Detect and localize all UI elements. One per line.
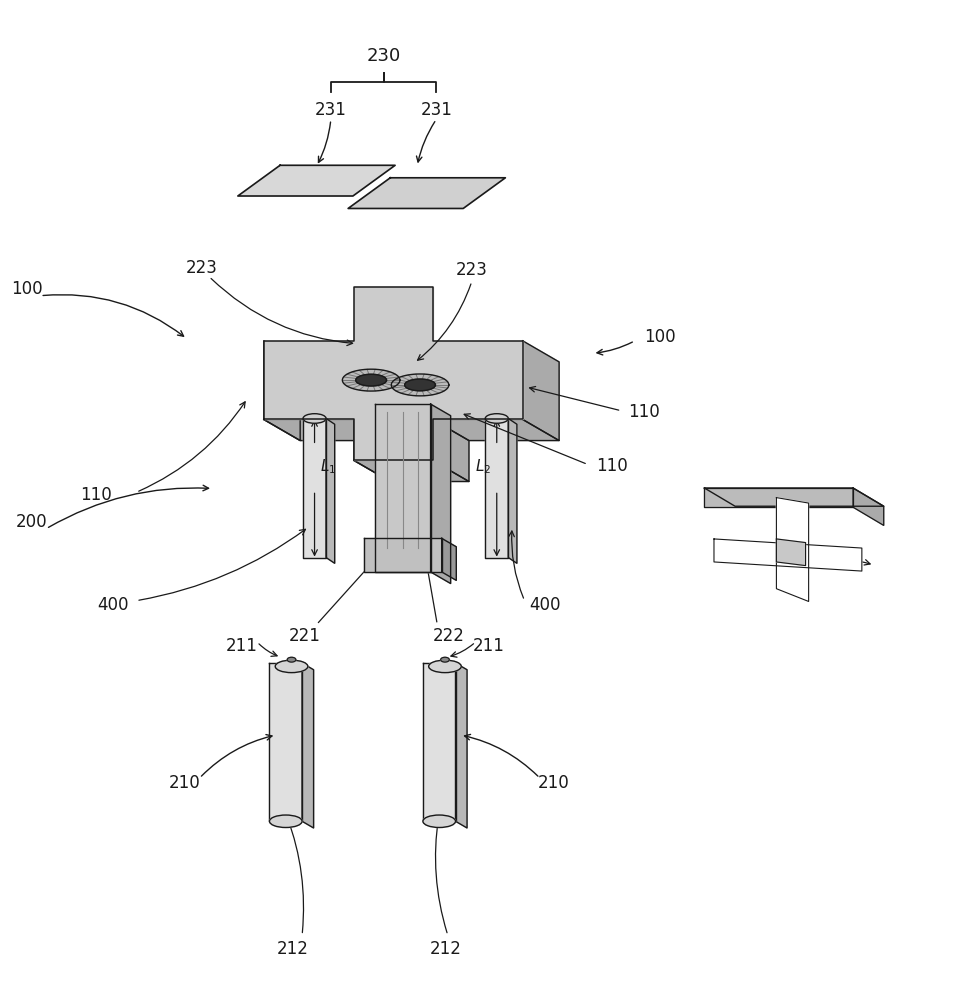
Text: 212: 212 (430, 940, 462, 958)
Text: 210: 210 (169, 774, 201, 792)
Polygon shape (485, 418, 508, 558)
Text: 110: 110 (80, 486, 112, 504)
Text: 110: 110 (596, 457, 628, 475)
Text: 231: 231 (420, 101, 453, 119)
Text: 222: 222 (433, 627, 465, 645)
Text: 100: 100 (644, 328, 675, 346)
Polygon shape (431, 404, 451, 584)
Polygon shape (391, 374, 449, 396)
Ellipse shape (429, 660, 461, 673)
Polygon shape (302, 663, 314, 828)
Polygon shape (523, 341, 559, 441)
Polygon shape (356, 374, 386, 386)
Polygon shape (326, 418, 335, 563)
Text: 200: 200 (16, 513, 47, 531)
Polygon shape (713, 539, 862, 571)
Text: $L_1$: $L_1$ (320, 457, 336, 476)
Ellipse shape (269, 815, 302, 827)
Polygon shape (705, 488, 854, 507)
Text: 100: 100 (12, 280, 42, 298)
Text: 210: 210 (537, 774, 570, 792)
Polygon shape (854, 488, 884, 525)
Polygon shape (264, 287, 523, 460)
Polygon shape (375, 404, 431, 572)
Polygon shape (269, 663, 302, 821)
Polygon shape (705, 488, 884, 506)
Ellipse shape (423, 815, 456, 827)
Text: 223: 223 (185, 259, 218, 277)
Ellipse shape (485, 414, 508, 423)
Polygon shape (363, 538, 442, 572)
Ellipse shape (441, 657, 449, 662)
Text: $L_2$: $L_2$ (476, 457, 491, 476)
Text: 211: 211 (473, 637, 505, 655)
Polygon shape (264, 419, 390, 441)
Text: 400: 400 (529, 596, 560, 614)
Polygon shape (456, 663, 467, 828)
Polygon shape (777, 539, 806, 566)
Polygon shape (348, 178, 505, 208)
Polygon shape (508, 418, 517, 563)
Polygon shape (777, 498, 808, 601)
Polygon shape (433, 419, 559, 441)
Polygon shape (238, 165, 395, 196)
Text: 211: 211 (225, 637, 258, 655)
Ellipse shape (288, 657, 295, 662)
Polygon shape (405, 379, 435, 391)
Polygon shape (433, 419, 469, 481)
Text: 300: 300 (827, 555, 857, 573)
Polygon shape (354, 419, 390, 481)
Polygon shape (342, 369, 400, 391)
Text: 230: 230 (366, 47, 401, 65)
Polygon shape (264, 341, 300, 441)
Ellipse shape (275, 660, 308, 673)
Text: 400: 400 (98, 596, 129, 614)
Text: 110: 110 (628, 403, 661, 421)
Text: 231: 231 (315, 101, 347, 119)
Polygon shape (423, 663, 456, 821)
Text: 223: 223 (456, 261, 488, 279)
Text: 221: 221 (289, 627, 321, 645)
Polygon shape (303, 418, 326, 558)
Polygon shape (442, 538, 456, 580)
Text: 212: 212 (276, 940, 309, 958)
Polygon shape (354, 460, 469, 481)
Ellipse shape (303, 414, 326, 423)
